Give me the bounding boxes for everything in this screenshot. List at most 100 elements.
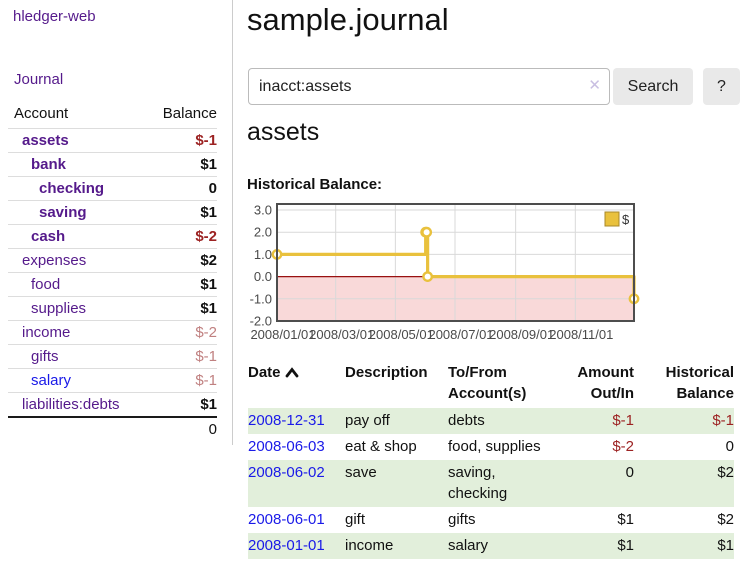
transaction-date-link[interactable]: 2008-06-03 xyxy=(248,438,325,455)
transaction-description-cell: income xyxy=(345,533,448,559)
register-header-label: To/From Account(s) xyxy=(448,364,527,402)
transaction-balance-cell: $-1 xyxy=(634,408,734,434)
register-header-label: Historical Balance xyxy=(665,364,734,402)
account-row: liabilities:debts $1 xyxy=(8,392,217,416)
transaction-amount-cell: $1 xyxy=(617,511,634,528)
register-header-to-from-account-s-: To/From Account(s) xyxy=(448,360,567,408)
account-balance: $-2 xyxy=(195,228,217,245)
x-axis-tick-label: 2008/09/01 xyxy=(489,327,554,342)
account-balance: 0 xyxy=(208,180,217,197)
x-axis-tick-label: 2008/03/01 xyxy=(309,327,374,342)
register-header-description: Description xyxy=(345,360,448,408)
account-row: gifts $-1 xyxy=(8,344,217,368)
transaction-date-link[interactable]: 2008-12-31 xyxy=(248,412,325,429)
sort-ascending-icon xyxy=(285,367,298,378)
transaction-description-cell: gift xyxy=(345,511,366,528)
account-link-food[interactable]: food xyxy=(31,276,61,293)
accounts-table: Account Balance assets $-1 bank $1 checking 0… xyxy=(8,102,217,440)
account-balance: $1 xyxy=(200,204,217,221)
register-header-label: Amount Out/In xyxy=(577,364,634,402)
data-point-marker xyxy=(421,226,433,238)
clear-search-icon[interactable]: ✕ xyxy=(588,77,601,94)
transaction-accounts-cell: saving, checking xyxy=(448,460,567,507)
register-header-amount-out-in: Amount Out/In xyxy=(567,360,634,408)
data-point-marker xyxy=(422,271,434,282)
register-header-historical-balance: Historical Balance xyxy=(634,360,734,408)
account-link-gifts[interactable]: gifts xyxy=(31,348,59,365)
account-link-cash[interactable]: cash xyxy=(31,228,66,245)
register-row: 2008-06-03 eat & shop food, supplies $-2 0 xyxy=(248,434,734,460)
account-balance: $-1 xyxy=(195,132,217,149)
account-balance: $1 xyxy=(200,396,217,413)
account-link-expenses[interactable]: expenses xyxy=(22,252,87,269)
account-row: checking 0 xyxy=(8,176,217,200)
historical-balance-chart: 3.0 2.0 1.0 0.0 -1.0 -2.02008/01/012008/03/01… xyxy=(250,202,640,342)
transaction-date-link[interactable]: 2008-06-01 xyxy=(248,511,325,528)
account-heading: assets xyxy=(247,118,320,146)
transaction-date-cell: 2008-06-03 xyxy=(248,434,345,460)
account-row: expenses $2 xyxy=(8,248,217,272)
account-balance: $1 xyxy=(200,300,217,317)
y-axis-tick-label: 1.0 xyxy=(254,247,272,262)
brand-link[interactable]: hledger-web xyxy=(13,8,96,25)
account-row: saving $1 xyxy=(8,200,217,224)
account-balance: $2 xyxy=(200,252,217,269)
transaction-date-link[interactable]: 2008-06-02 xyxy=(248,464,325,481)
legend-swatch xyxy=(604,211,620,227)
account-row: supplies $1 xyxy=(8,296,217,320)
search-box: ✕ xyxy=(248,68,610,105)
sidebar-divider xyxy=(232,0,233,445)
legend-label: $ xyxy=(622,212,630,227)
accounts-header-account: Account xyxy=(14,105,69,122)
y-axis-tick-label: 3.0 xyxy=(254,202,272,217)
register-header-label: Description xyxy=(345,364,428,381)
account-row: food $1 xyxy=(8,272,217,296)
chart-title: Historical Balance: xyxy=(247,176,383,193)
transaction-balance-cell: $2 xyxy=(717,511,734,528)
y-axis-tick-label: 2.0 xyxy=(254,225,272,240)
x-axis-tick-label: 2008/05/01 xyxy=(369,327,434,342)
transaction-accounts-cell: gifts xyxy=(448,511,476,528)
transaction-description-cell: save xyxy=(345,460,448,507)
register-table: Date Description To/From Account(s) Amount … xyxy=(248,360,734,559)
register-row: 2008-12-31 pay off debts $-1 $-1 xyxy=(248,408,734,434)
register-row: 2008-06-02 save saving, checking 0 $2 xyxy=(248,460,734,507)
transaction-amount-cell: 0 xyxy=(567,460,634,507)
account-link-supplies[interactable]: supplies xyxy=(31,300,87,317)
accounts-header-balance: Balance xyxy=(162,105,217,122)
transaction-balance-cell: 0 xyxy=(725,438,734,455)
account-link-checking[interactable]: checking xyxy=(39,180,105,197)
transaction-description-cell: eat & shop xyxy=(345,438,417,455)
plot-border xyxy=(276,203,635,322)
account-link-bank[interactable]: bank xyxy=(31,156,67,173)
transaction-accounts-cell: salary xyxy=(448,533,567,559)
register-row: 2008-06-01 gift gifts $1 $2 xyxy=(248,507,734,533)
search-input[interactable] xyxy=(248,68,610,105)
y-axis-tick-label: -1.0 xyxy=(250,291,272,306)
sidebar-item-journal[interactable]: Journal xyxy=(14,71,64,88)
transaction-date-link[interactable]: 2008-01-01 xyxy=(248,537,325,554)
account-row: assets $-1 xyxy=(8,128,217,152)
account-link-income[interactable]: income xyxy=(22,324,71,341)
account-link-liabilities-debts[interactable]: liabilities:debts xyxy=(22,396,120,413)
transaction-date-cell: 2008-01-01 xyxy=(248,533,345,559)
transaction-balance-cell: $1 xyxy=(634,533,734,559)
x-axis-tick-label: 2008/01/01 xyxy=(250,327,315,342)
account-link-saving[interactable]: saving xyxy=(39,204,87,221)
transaction-date-cell: 2008-06-02 xyxy=(248,460,345,507)
register-header-label: Date xyxy=(248,364,281,381)
transaction-date-cell: 2008-06-01 xyxy=(248,507,345,533)
y-axis-tick-label: 0.0 xyxy=(254,269,272,284)
help-button[interactable]: ? xyxy=(703,68,740,105)
account-row: cash $-2 xyxy=(8,224,217,248)
transaction-accounts-cell: debts xyxy=(448,408,567,434)
transaction-balance-cell: $2 xyxy=(634,460,734,507)
page-title: sample.journal xyxy=(247,2,449,37)
account-link-assets[interactable]: assets xyxy=(22,132,69,149)
register-header-date[interactable]: Date xyxy=(248,360,345,408)
search-button[interactable]: Search xyxy=(613,68,693,105)
accounts-total-value: 0 xyxy=(208,421,217,438)
account-balance: $-1 xyxy=(195,348,217,365)
account-link-salary[interactable]: salary xyxy=(31,372,72,389)
